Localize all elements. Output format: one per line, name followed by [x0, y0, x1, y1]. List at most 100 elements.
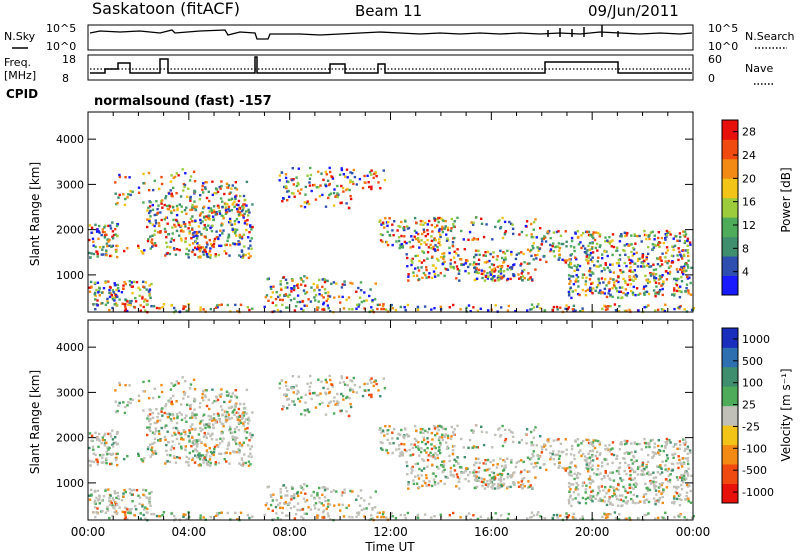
- power-cell: [290, 290, 293, 293]
- power-cell: [575, 278, 578, 281]
- velocity-cell: [552, 450, 555, 453]
- power-cell: [205, 241, 209, 244]
- velocity-cell: [574, 440, 577, 443]
- velocity-cell: [494, 477, 497, 480]
- velocity-cell: [617, 518, 621, 521]
- velocity-cell: [623, 452, 626, 455]
- power-cell: [159, 231, 162, 234]
- velocity-cell: [173, 383, 177, 387]
- velocity-cell: [634, 470, 637, 473]
- power-cell: [661, 283, 664, 286]
- velocity-cell: [557, 438, 560, 441]
- velocity-cell: [575, 486, 578, 489]
- power-cell: [158, 307, 161, 310]
- velocity-cell: [525, 428, 529, 431]
- power-cell: [153, 224, 156, 228]
- velocity-cell: [205, 454, 208, 457]
- power-cell: [249, 239, 252, 243]
- power-cell: [215, 211, 218, 214]
- velocity-cell: [199, 420, 203, 423]
- velocity-cell: [656, 516, 660, 520]
- power-cell: [475, 267, 478, 270]
- velocity-cell: [197, 453, 200, 457]
- velocity-cell: [643, 437, 646, 441]
- velocity-cell: [217, 461, 220, 465]
- velocity-cell: [111, 497, 115, 500]
- velocity-cell: [167, 441, 170, 444]
- velocity-cell: [321, 516, 324, 519]
- power-cell: [214, 306, 218, 309]
- power-cell: [349, 181, 352, 184]
- velocity-cell: [278, 502, 282, 505]
- velocity-cell: [153, 437, 157, 440]
- velocity-cell: [539, 515, 542, 518]
- power-cell: [366, 174, 369, 177]
- power-cell: [595, 286, 599, 289]
- velocity-cell: [480, 425, 483, 428]
- power-cell: [225, 182, 229, 185]
- power-cell: [609, 277, 612, 280]
- power-cell: [642, 287, 645, 290]
- velocity-cell: [448, 459, 451, 463]
- velocity-cell: [576, 483, 580, 487]
- power-cell: [575, 273, 578, 277]
- power-cell: [657, 282, 661, 285]
- velocity-cell: [209, 450, 213, 454]
- power-cell: [149, 215, 152, 218]
- power-cell: [532, 242, 535, 245]
- power-cell: [379, 233, 382, 236]
- velocity-cell: [218, 393, 221, 397]
- power-cell: [193, 180, 197, 183]
- velocity-cell: [652, 454, 656, 457]
- velocity-cell: [302, 488, 305, 491]
- velocity-cell: [293, 505, 296, 508]
- power-cell: [606, 266, 609, 269]
- power-cell: [185, 206, 188, 209]
- velocity-cell: [585, 460, 588, 463]
- velocity-cell: [232, 410, 235, 413]
- power-cell: [526, 309, 529, 312]
- velocity-cell: [399, 453, 403, 457]
- velocity-cell: [305, 409, 309, 413]
- velocity-cell: [552, 458, 555, 461]
- power-cell: [493, 267, 497, 270]
- velocity-cell: [123, 411, 127, 415]
- power-cell: [98, 294, 101, 297]
- velocity-cell: [408, 448, 411, 452]
- power-cell: [286, 286, 289, 289]
- power-cell: [414, 237, 418, 241]
- velocity-cell: [324, 413, 328, 416]
- power-cell: [329, 192, 332, 195]
- velocity-cell: [449, 466, 453, 470]
- power-cell: [291, 167, 294, 170]
- power-cell: [563, 259, 566, 262]
- power-cell: [151, 208, 155, 211]
- power-cell: [218, 234, 222, 237]
- velocity-cell: [571, 516, 575, 519]
- power-cell: [155, 213, 158, 216]
- velocity-cell: [185, 455, 188, 459]
- velocity-cell: [103, 434, 106, 437]
- velocity-cell: [207, 424, 210, 427]
- velocity-cell: [580, 454, 583, 458]
- velocity-cell: [248, 516, 251, 520]
- velocity-cell: [473, 464, 476, 467]
- power-cell: [106, 245, 109, 248]
- power-cell: [143, 300, 146, 303]
- power-cell: [614, 309, 618, 312]
- power-cell: [220, 303, 223, 306]
- power-cell: [126, 247, 129, 250]
- power-cell: [532, 247, 535, 250]
- velocity-cell: [279, 491, 282, 494]
- velocity-cell: [249, 463, 252, 466]
- power-cell: [304, 193, 307, 196]
- velocity-cell: [585, 484, 588, 487]
- power-cell: [470, 221, 473, 224]
- velocity-cell: [178, 442, 181, 445]
- power-cell: [185, 309, 188, 313]
- velocity-cell: [173, 431, 176, 435]
- velocity-cell: [612, 453, 616, 457]
- power-cell: [138, 288, 142, 291]
- velocity-cell: [455, 485, 458, 488]
